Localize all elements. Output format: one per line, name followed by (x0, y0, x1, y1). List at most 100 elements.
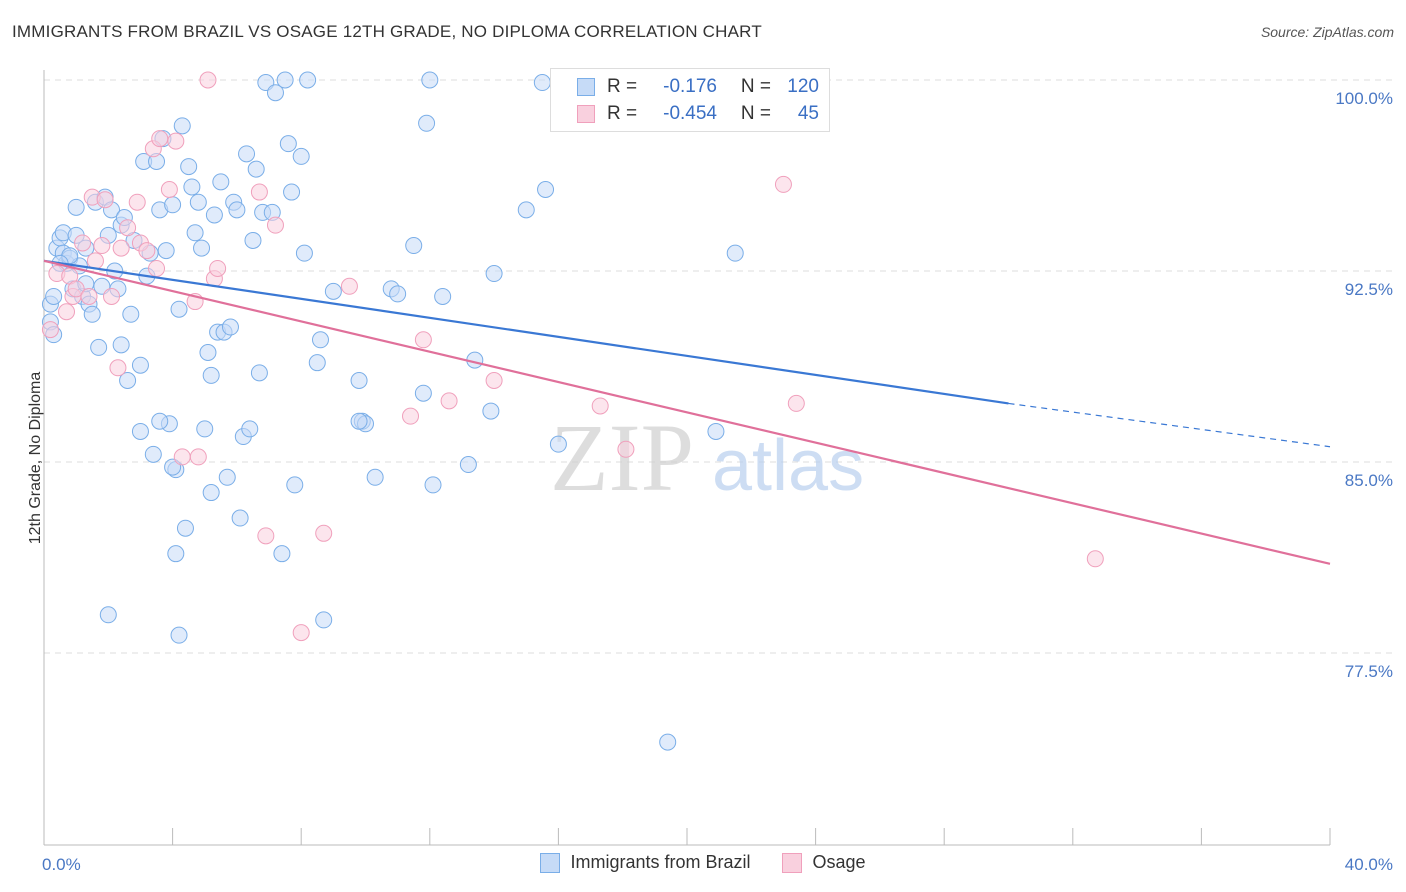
brazil-point (549, 435, 567, 453)
trend-line-osage (43, 259, 1331, 565)
osage-point (151, 130, 169, 148)
brazil-point (421, 71, 439, 89)
brazil-point (122, 305, 140, 323)
osage-point (128, 193, 146, 211)
osage-point (138, 242, 156, 260)
brazil-point (164, 196, 182, 214)
osage-point (173, 448, 191, 466)
brazil-point (176, 519, 194, 537)
brazil-point (707, 422, 725, 440)
source-label: Source: ZipAtlas.com (1260, 24, 1394, 40)
series-legend-osage[interactable]: Osage (782, 852, 866, 873)
brazil-point (517, 201, 535, 219)
brazil-point (247, 160, 265, 178)
osage-point (189, 448, 207, 466)
trend-line-brazil (43, 259, 1009, 405)
brazil-point (228, 201, 246, 219)
brazil-point (83, 305, 101, 323)
osage-point (109, 359, 127, 377)
brazil-point (221, 318, 239, 336)
brazil-point (324, 282, 342, 300)
brazil-point (218, 468, 236, 486)
series-label-brazil: Immigrants from Brazil (570, 852, 751, 872)
brazil-point (283, 183, 301, 201)
osage-point (119, 219, 137, 237)
brazil-point (295, 244, 313, 262)
osage-point (591, 397, 609, 415)
correlation-legend: R = -0.176 N = 120 R = -0.454 N = 45 (550, 68, 830, 132)
watermark-zip: ZIP (550, 404, 694, 511)
brazil-point (173, 117, 191, 135)
osage-point (58, 303, 76, 321)
brazil-point (119, 372, 137, 390)
brazil-point (231, 509, 249, 527)
legend-row-brazil: R = -0.176 N = 120 (551, 73, 819, 101)
brazil-point (202, 484, 220, 502)
brazil-point (131, 422, 149, 440)
watermark: ZIP atlas (550, 404, 864, 511)
brazil-point (144, 445, 162, 463)
series-swatch-osage (782, 852, 803, 873)
legend-r-value-brazil: -0.176 (663, 76, 717, 97)
brazil-point (131, 356, 149, 374)
brazil-point (67, 198, 85, 216)
osage-point (402, 407, 420, 425)
trend-line-brazil-extension (1008, 402, 1331, 448)
legend-swatch-brazil (577, 78, 595, 96)
series-legend: Immigrants from Brazil Osage (0, 852, 1406, 873)
brazil-point (196, 420, 214, 438)
brazil-point (350, 372, 368, 390)
brazil-point (45, 287, 63, 305)
brazil-point (482, 402, 500, 420)
brazil-point (418, 114, 436, 132)
x-tick-label-min: 0.0% (42, 855, 81, 874)
osage-point (86, 252, 104, 270)
osage-point (257, 527, 275, 545)
y-tick-label: 77.5% (1345, 662, 1393, 681)
osage-point (67, 280, 85, 298)
brazil-point (189, 193, 207, 211)
brazil-point (311, 331, 329, 349)
osage-point (74, 234, 92, 252)
brazil-point (315, 611, 333, 629)
osage-point (787, 394, 805, 412)
brazil-point (414, 384, 432, 402)
brazil-point (244, 231, 262, 249)
osage-point (617, 440, 635, 458)
brazil-point (180, 158, 198, 176)
osage-point (340, 277, 358, 295)
osage-point (167, 132, 185, 150)
brazil-point (99, 606, 117, 624)
brazil-point (266, 84, 284, 102)
brazil-point (537, 181, 555, 199)
y-tick-label: 100.0% (1335, 89, 1393, 108)
osage-point (41, 321, 59, 339)
legend-r-value-osage: -0.454 (663, 103, 717, 124)
osage-point (414, 331, 432, 349)
brazil-point (151, 412, 169, 430)
brazil-point (308, 354, 326, 372)
brazil-point (276, 71, 294, 89)
osage-point (315, 524, 333, 542)
osage-point (199, 71, 217, 89)
legend-row-osage: R = -0.454 N = 45 (551, 100, 819, 128)
y-tick-label: 92.5% (1345, 280, 1393, 299)
osage-point (103, 287, 121, 305)
brazil-point (212, 173, 230, 191)
brazil-point (424, 476, 442, 494)
brazil-point (250, 364, 268, 382)
brazil-point (170, 626, 188, 644)
y-tick-label: 85.0% (1345, 471, 1393, 490)
osage-point (250, 183, 268, 201)
y-axis-label: 12th Grade, No Diploma (27, 372, 44, 545)
brazil-point (366, 468, 384, 486)
brazil-point (273, 545, 291, 563)
legend-n-value-brazil: 120 (787, 76, 819, 97)
osage-point (440, 392, 458, 410)
brazil-point (170, 300, 188, 318)
brazil-point (90, 338, 108, 356)
series-legend-brazil[interactable]: Immigrants from Brazil (540, 852, 750, 873)
osage-point (774, 175, 792, 193)
osage-point (80, 287, 98, 305)
grid-layer (44, 79, 1395, 654)
